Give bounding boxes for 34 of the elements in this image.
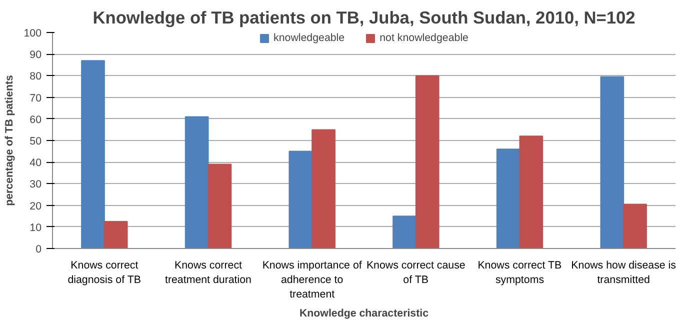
legend-label: knowledgeable: [274, 32, 345, 44]
x-axis-title: Knowledge characteristic: [299, 307, 429, 320]
y-tick-label: 80: [30, 70, 42, 83]
y-tick-label: 50: [30, 136, 42, 148]
x-tick-label: Knows correct treatment duration: [165, 260, 252, 286]
x-tick-label: Knows correct cause of TB: [366, 260, 466, 286]
y-tick-label: 0: [36, 244, 42, 256]
bar: [496, 148, 520, 248]
bar: [208, 164, 232, 248]
y-tick-label: 10: [30, 222, 42, 234]
x-tick-label: Knows how disease is transmitted: [571, 260, 676, 286]
y-axis-title: percentage of TB patients: [4, 75, 16, 206]
bar: [623, 204, 647, 248]
y-tick-label: 40: [30, 157, 42, 170]
bar: [288, 150, 313, 248]
y-tick-label: 100: [24, 28, 42, 40]
y-tick-label: 70: [30, 92, 42, 104]
bar: [104, 221, 128, 248]
bar: [81, 60, 105, 248]
bar: [392, 216, 416, 248]
bar: [312, 129, 336, 248]
x-tick-label: Knows correct TB symptoms: [478, 260, 562, 286]
y-tick-label: 20: [30, 200, 42, 212]
legend-label: not knowledgeable: [380, 32, 468, 44]
bar: [184, 116, 209, 248]
x-tick-label: Knows correct diagnosis of TB: [68, 260, 141, 286]
bar: [415, 75, 440, 248]
y-tick-label: 90: [30, 49, 42, 62]
bar: [600, 76, 624, 248]
y-tick-label: 30: [30, 178, 42, 191]
x-tick-label: Knows importance of adherence to treatment: [262, 260, 362, 300]
chart-title: Knowledge of TB patients on TB, Juba, South Sudan, 2010, N=102: [92, 8, 636, 28]
bar: [519, 136, 544, 248]
y-tick-label: 60: [30, 114, 42, 126]
